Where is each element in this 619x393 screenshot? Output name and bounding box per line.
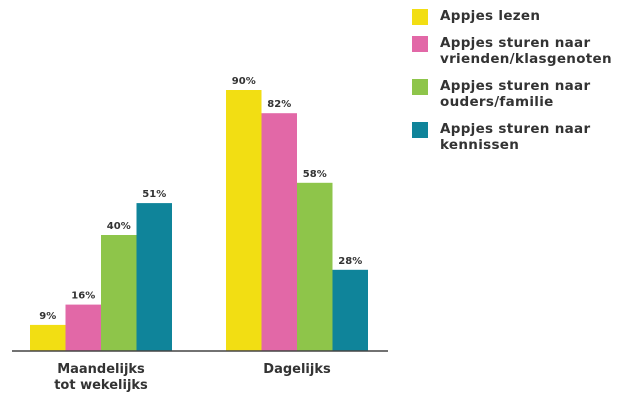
legend-item: Appjes lezen <box>410 8 619 25</box>
bar <box>226 90 262 351</box>
legend-label: Appjes lezen <box>440 8 541 24</box>
legend-label: Appjes sturen naar kennissen <box>440 121 591 153</box>
bar <box>297 182 333 351</box>
legend-swatch <box>412 122 428 138</box>
bar-value-label: 51% <box>142 189 166 200</box>
bar-value-label: 16% <box>71 291 95 302</box>
bar-value-label: 9% <box>39 311 56 322</box>
bar-value-label: 90% <box>232 76 256 87</box>
bar <box>136 203 172 351</box>
legend-item: Appjes sturen naar ouders/familie <box>410 78 619 110</box>
bar <box>332 269 368 351</box>
legend-label: Appjes sturen naar ouders/familie <box>440 78 591 110</box>
category-label: Maandelijks tot wekelijks <box>54 362 148 393</box>
legend-item: Appjes sturen naar vrienden/klasgenoten <box>410 35 619 67</box>
bar <box>101 235 137 351</box>
bar <box>261 113 297 351</box>
bar-value-label: 82% <box>267 99 291 110</box>
bar-value-label: 28% <box>338 256 362 267</box>
legend-swatch <box>412 9 428 25</box>
legend-label: Appjes sturen naar vrienden/klasgenoten <box>440 35 612 67</box>
category-label: Dagelijks <box>263 362 331 377</box>
legend-swatch <box>412 79 428 95</box>
legend-item: Appjes sturen naar kennissen <box>410 121 619 153</box>
bar <box>30 324 66 351</box>
bar <box>65 304 101 351</box>
legend: Appjes lezen Appjes sturen naar vrienden/… <box>410 8 619 164</box>
legend-swatch <box>412 36 428 52</box>
bar-value-label: 58% <box>303 169 327 180</box>
bar-value-label: 40% <box>107 221 131 232</box>
